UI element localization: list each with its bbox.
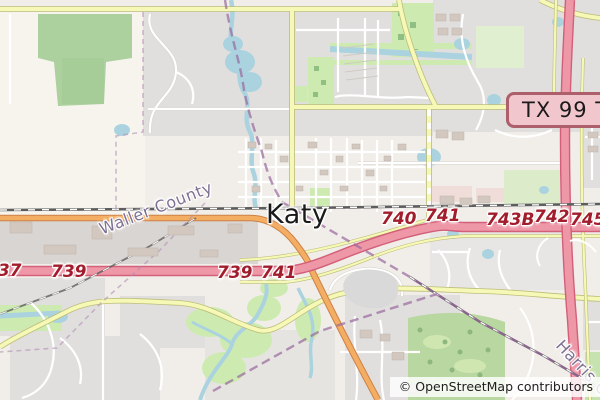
motorway-tx99 (536, 0, 597, 400)
minor-roads (8, 13, 600, 400)
city-boundary (0, 12, 206, 353)
map-attribution: © OpenStreetMap contributors (389, 377, 600, 397)
highway-shield-tx99: TX 99 T (506, 92, 600, 128)
large-gray-area (343, 269, 399, 309)
motorway-i10 (0, 220, 600, 277)
county-boundary (212, 0, 600, 393)
